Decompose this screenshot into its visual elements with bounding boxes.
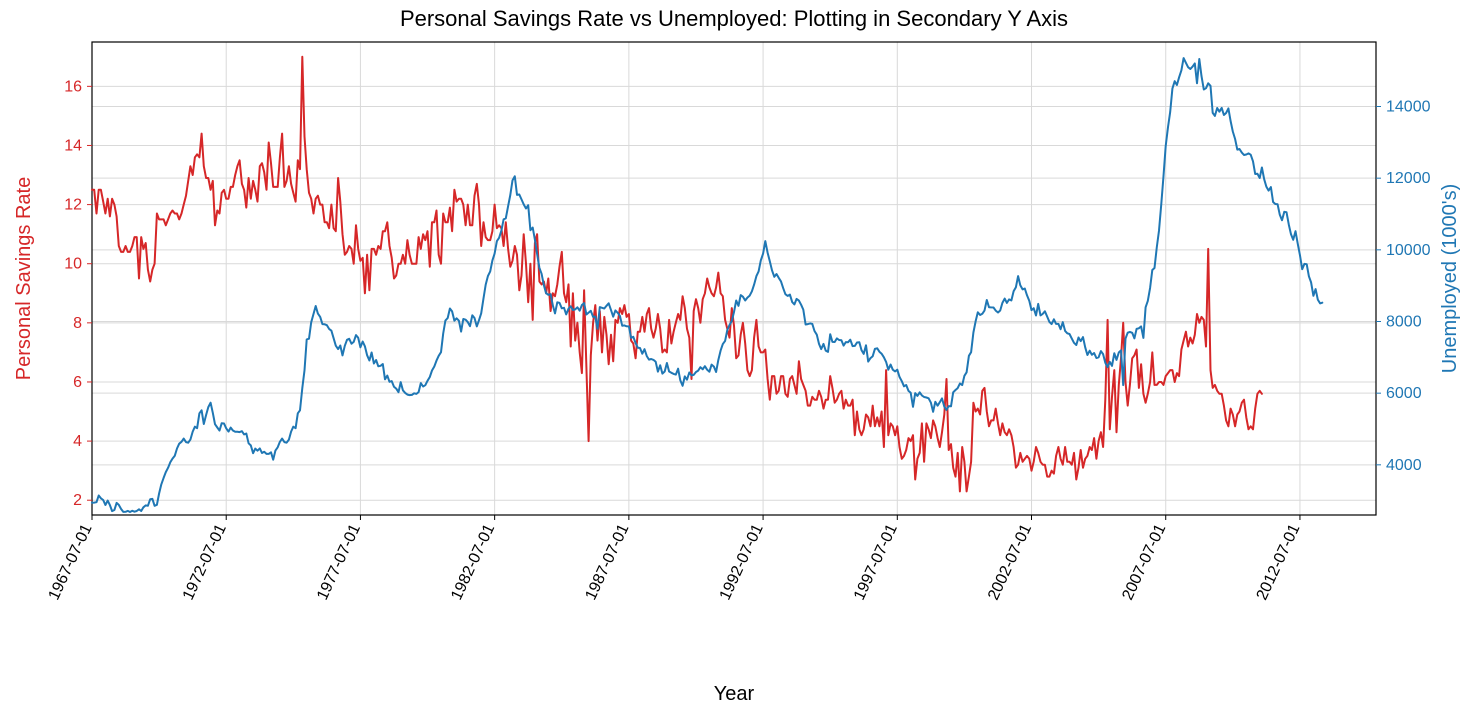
x-tick: 2002-07-01 (985, 521, 1035, 602)
y-left-tick: 4 (73, 433, 82, 450)
x-tick: 2012-07-01 (1254, 521, 1304, 602)
y-left-tick: 2 (73, 492, 82, 509)
y-left-tick: 10 (64, 256, 82, 273)
x-tick: 1967-07-01 (46, 521, 96, 602)
y-left-tick: 6 (73, 374, 82, 391)
y-right-label: Unemployed (1000's) (1439, 184, 1461, 373)
x-tick: 1997-07-01 (851, 521, 901, 602)
y-left-tick: 12 (64, 197, 82, 214)
y-left-label: Personal Savings Rate (13, 177, 35, 380)
x-tick: 2007-07-01 (1119, 521, 1169, 602)
x-tick: 1977-07-01 (314, 521, 364, 602)
x-tick: 1992-07-01 (717, 521, 767, 602)
y-left-tick: 16 (64, 78, 82, 95)
y-right-tick: 6000 (1386, 385, 1422, 402)
x-tick: 1987-07-01 (582, 521, 632, 602)
dual-axis-line-chart: 2 4 6 8 10 12 14 16 4000 6000 8000 10000 12000 14000 1… (0, 0, 1476, 720)
y-right-tick: 10000 (1386, 242, 1431, 259)
x-axis-label: Year (714, 683, 755, 705)
y-left-tick: 8 (73, 315, 82, 332)
y-right-tick: 4000 (1386, 457, 1422, 474)
y-right-tick: 8000 (1386, 314, 1422, 331)
y-right-tick: 12000 (1386, 170, 1431, 187)
x-tick: 1972-07-01 (180, 521, 230, 602)
series-psavert (92, 57, 1262, 492)
y-left-tick: 14 (64, 137, 82, 154)
x-tick: 1982-07-01 (448, 521, 498, 602)
y-right-tick: 14000 (1386, 99, 1431, 116)
chart-title: Personal Savings Rate vs Unemployed: Plo… (400, 6, 1068, 31)
